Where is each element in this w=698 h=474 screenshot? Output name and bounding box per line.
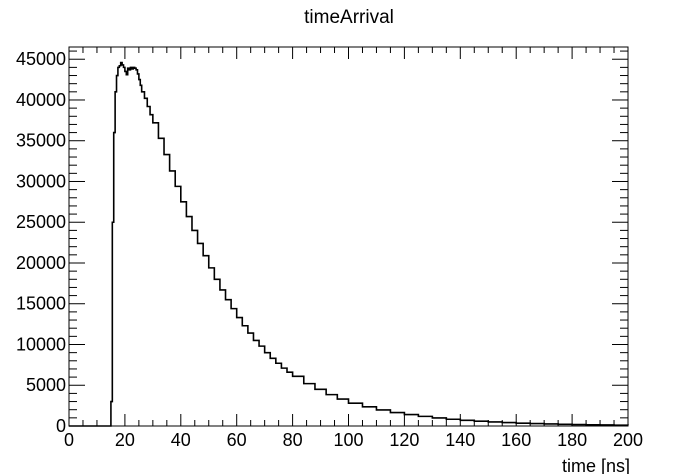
x-tick-label: 140	[445, 430, 475, 450]
y-tick-label: 45000	[16, 49, 66, 69]
tick-labels: 0 20 40 60 80 100 120 140 160 180 200 0 5000 10000 150…	[16, 49, 643, 450]
plot-frame	[68, 46, 629, 427]
y-tick-label: 40000	[16, 90, 66, 110]
x-tick-label: 60	[227, 430, 247, 450]
axis-ticks	[68, 47, 629, 427]
y-tick-label: 20000	[16, 253, 66, 273]
x-tick-label: 0	[64, 430, 74, 450]
y-tick-label: 10000	[16, 334, 66, 354]
y-tick-label: 35000	[16, 131, 66, 151]
x-tick-label: 100	[333, 430, 363, 450]
y-tick-label: 0	[56, 416, 66, 436]
x-tick-label: 160	[501, 430, 531, 450]
x-tick-label: 120	[389, 430, 419, 450]
x-axis-label: time [ns]	[562, 456, 630, 474]
y-tick-label: 25000	[16, 212, 66, 232]
x-tick-label: 200	[613, 430, 643, 450]
x-tick-label: 40	[171, 430, 191, 450]
y-tick-label: 15000	[16, 294, 66, 314]
x-tick-label: 20	[115, 430, 135, 450]
y-tick-label: 5000	[26, 375, 66, 395]
chart-title: timeArrival	[304, 7, 394, 28]
x-tick-label: 80	[283, 430, 303, 450]
x-tick-label: 180	[557, 430, 587, 450]
y-tick-label: 30000	[16, 171, 66, 191]
series-line	[69, 61, 629, 427]
